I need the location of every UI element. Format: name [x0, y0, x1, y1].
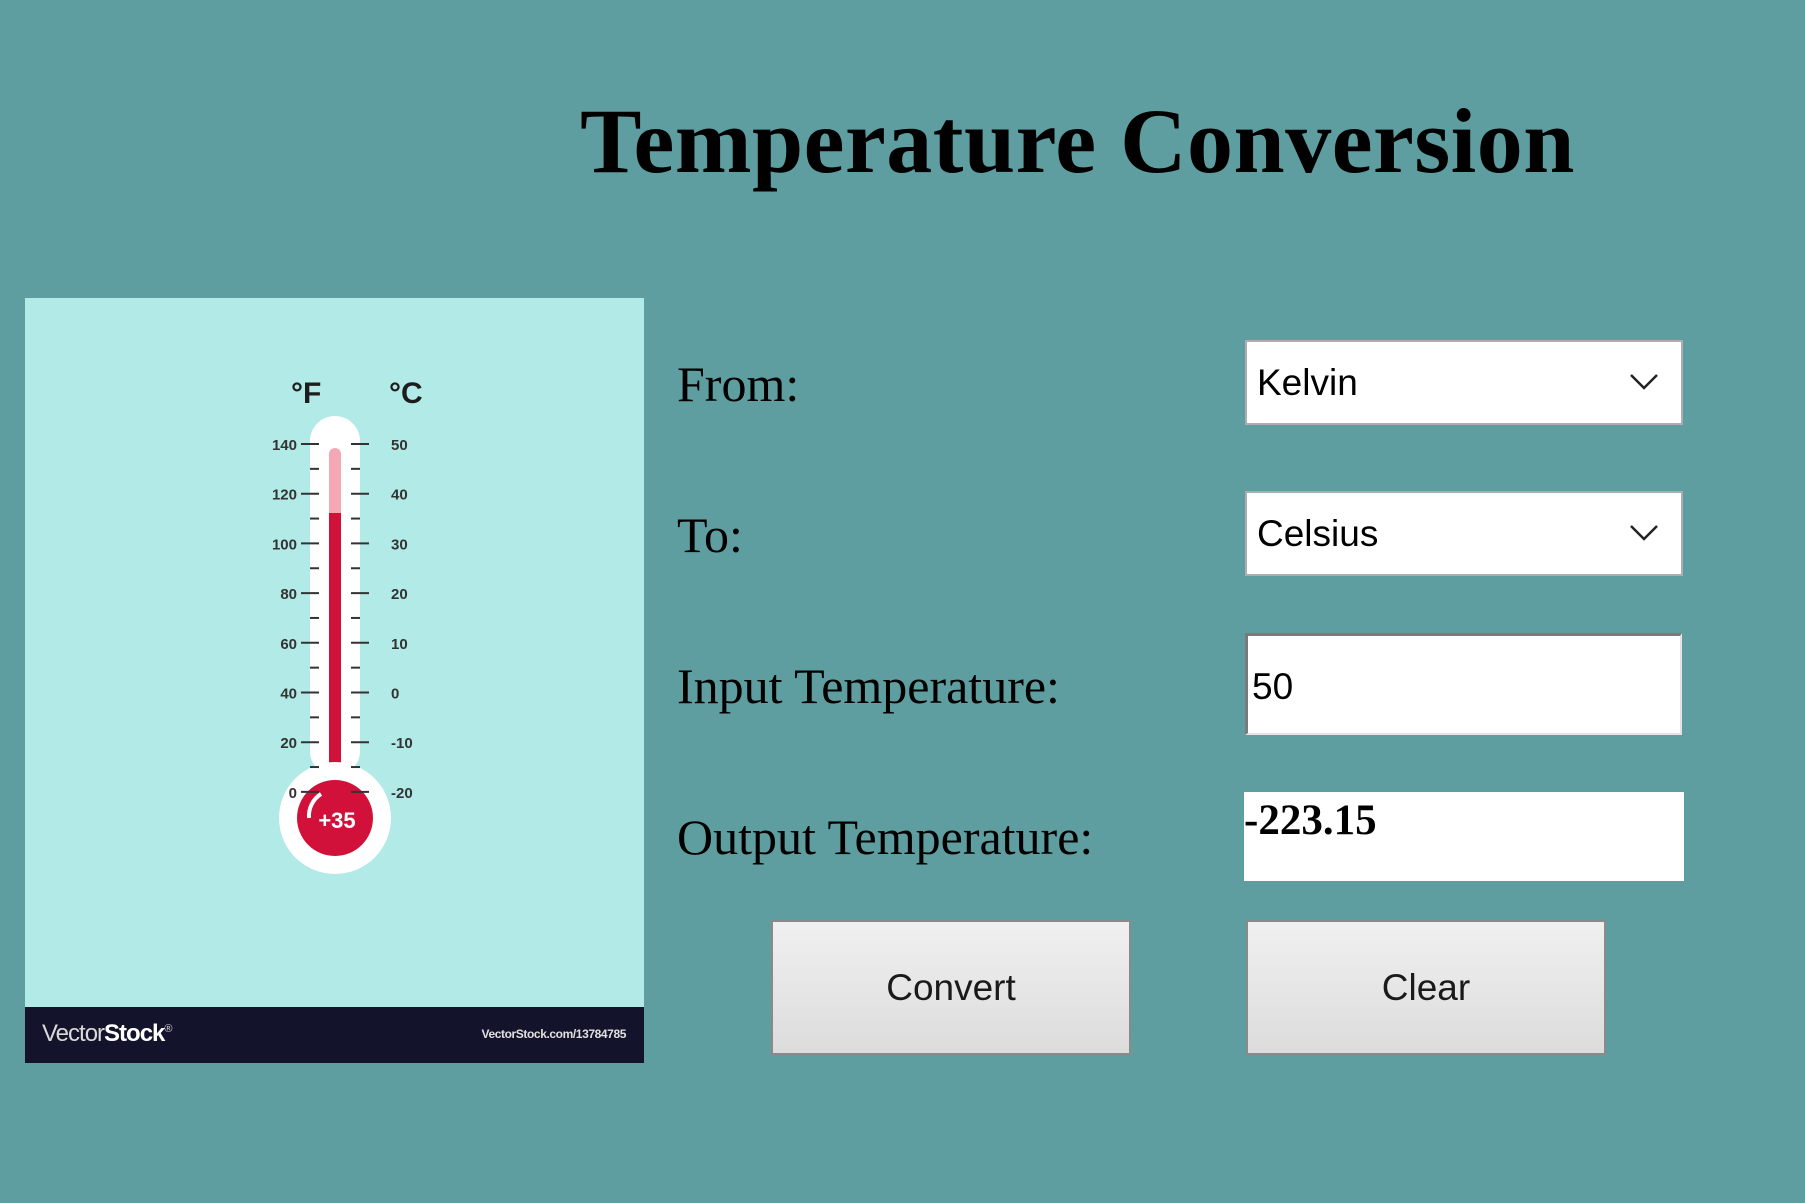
fahrenheit-unit-label: °F: [291, 377, 321, 410]
input-temperature-label: Input Temperature:: [677, 658, 1060, 714]
fahrenheit-tick-label: 80: [280, 586, 297, 603]
celsius-tick-label: 40: [391, 487, 408, 504]
celsius-tick-label: -10: [391, 735, 413, 752]
fahrenheit-tick-label: 100: [272, 536, 297, 553]
fahrenheit-tick-label: 120: [272, 487, 297, 504]
thermometer-illustration: °F °C +35 140 50 120 40 100 30 80 20 60 10 40 0 20 -1…: [272, 377, 423, 874]
celsius-unit-label: °C: [389, 377, 423, 410]
to-unit-select[interactable]: Celsius: [1245, 491, 1683, 576]
celsius-tick-label: 10: [391, 636, 408, 653]
clear-button[interactable]: Clear: [1246, 920, 1606, 1055]
output-temperature-display: -223.15: [1244, 792, 1684, 881]
input-temperature-field[interactable]: 50: [1245, 633, 1682, 735]
fahrenheit-tick-label: 40: [280, 686, 297, 703]
fahrenheit-tick-label: 0: [289, 785, 297, 802]
celsius-tick-label: 50: [391, 437, 408, 454]
thermometer-image: °F °C +35 140 50 120 40 100 30 80 20 60 10 40 0 20 -1…: [25, 298, 644, 1063]
chevron-down-icon: [1630, 374, 1658, 390]
fahrenheit-tick-label: 140: [272, 437, 297, 454]
convert-button[interactable]: Convert: [771, 920, 1131, 1055]
to-unit-value: Celsius: [1257, 513, 1379, 554]
vectorstock-logo: VectorStock®: [42, 1020, 173, 1047]
page-title: Temperature Conversion: [580, 90, 1575, 192]
chevron-down-icon: [1630, 525, 1658, 541]
fahrenheit-tick-label: 20: [280, 735, 297, 752]
image-credit: VectorStock.com/13784785: [481, 1027, 627, 1041]
input-temperature-value: 50: [1252, 666, 1294, 707]
bulb-value-label: +35: [318, 808, 355, 833]
from-unit-select[interactable]: Kelvin: [1245, 340, 1683, 425]
celsius-tick-label: 0: [391, 686, 399, 703]
from-unit-value: Kelvin: [1257, 362, 1358, 403]
fahrenheit-tick-label: 60: [280, 636, 297, 653]
output-temperature-label: Output Temperature:: [677, 809, 1094, 865]
output-temperature-value: -223.15: [1244, 797, 1377, 844]
from-label: From:: [677, 356, 800, 412]
celsius-tick-label: 30: [391, 536, 408, 553]
watermark-bar: VectorStock® VectorStock.com/13784785: [25, 1007, 644, 1063]
celsius-tick-label: -20: [391, 785, 413, 802]
to-label: To:: [677, 507, 743, 563]
celsius-tick-label: 20: [391, 586, 408, 603]
